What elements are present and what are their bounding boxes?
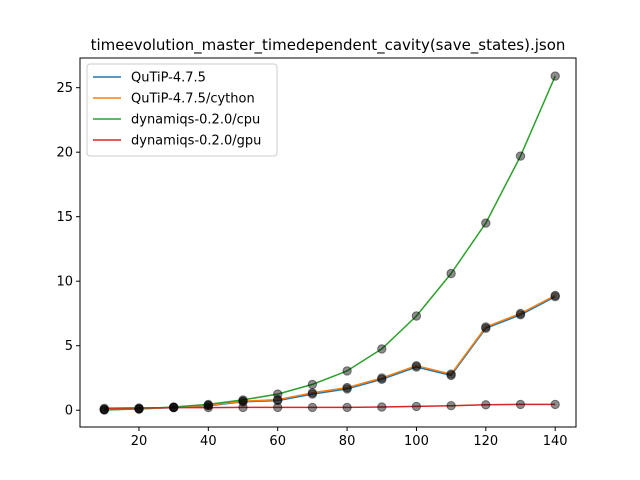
data-point-1-3 (203, 400, 214, 410)
legend: QuTiP-4.7.5 QuTiP-4.7.5/cython dynamiqs-0.… (86, 63, 278, 157)
data-point-2-3 (203, 399, 214, 410)
x-tick-label-4: 100 (404, 434, 429, 449)
data-point-2-1 (134, 404, 144, 414)
x-tick-label-6: 140 (543, 434, 568, 449)
data-point-1-12 (515, 308, 526, 319)
data-point-3-13 (550, 399, 560, 410)
legend-box (86, 63, 278, 157)
data-point-0-12 (515, 310, 526, 320)
data-point-0-1 (134, 404, 144, 414)
data-point-0-8 (377, 374, 387, 384)
data-point-1-0 (99, 404, 110, 415)
data-point-3-9 (411, 401, 422, 412)
data-point-1-5 (273, 394, 283, 405)
x-tick-label-3: 80 (339, 434, 356, 449)
axes: 20 40 60 80 100 120 140 0 5 10 15 20 25 (56, 57, 577, 449)
data-point-0-7 (342, 384, 352, 394)
data-point-2-8 (377, 344, 387, 354)
y-tick-label-3: 15 (56, 210, 73, 225)
data-point-2-2 (169, 402, 179, 412)
data-point-1-9 (411, 361, 422, 371)
x-tick-label-1: 40 (200, 434, 217, 449)
data-point-3-6 (307, 402, 318, 413)
y-tick-label-0: 0 (65, 404, 73, 419)
data-point-3-11 (481, 400, 491, 410)
data-point-1-6 (307, 388, 318, 398)
data-point-2-0 (99, 405, 110, 415)
data-point-2-13 (550, 71, 560, 81)
data-point-2-5 (273, 389, 283, 399)
plot-area (99, 71, 560, 415)
data-point-3-5 (273, 402, 283, 413)
y-tick-label-5: 25 (56, 81, 73, 96)
data-point-3-8 (377, 402, 387, 412)
data-point-2-11 (481, 218, 491, 228)
legend-label-0: QuTiP-4.7.5 (131, 71, 206, 86)
data-point-1-7 (342, 382, 352, 393)
data-point-3-0 (99, 403, 110, 413)
legend-label-2: dynamiqs-0.2.0/cpu (131, 113, 260, 128)
data-point-1-8 (377, 373, 387, 383)
data-point-2-4 (238, 395, 248, 405)
data-point-1-2 (169, 402, 179, 413)
legend-label-3: dynamiqs-0.2.0/gpu (131, 134, 261, 149)
data-point-0-9 (411, 362, 422, 372)
data-point-3-12 (515, 399, 526, 410)
data-point-3-2 (169, 402, 179, 413)
data-point-1-4 (238, 396, 248, 406)
data-point-2-10 (446, 268, 456, 279)
data-point-3-7 (342, 402, 352, 413)
data-point-0-10 (446, 370, 456, 381)
legend-label-1: QuTiP-4.7.5/cython (131, 92, 255, 107)
data-point-1-10 (446, 369, 456, 379)
data-point-2-6 (307, 379, 318, 390)
data-point-0-5 (273, 395, 283, 406)
data-point-0-2 (169, 402, 179, 413)
axes-frame (79, 57, 577, 428)
data-point-1-1 (134, 404, 144, 414)
data-point-3-10 (446, 401, 456, 411)
y-tick-label-1: 5 (65, 339, 73, 354)
data-point-0-3 (203, 401, 214, 411)
data-point-3-4 (238, 402, 248, 413)
series-line-2 (104, 75, 556, 411)
y-tick-label-2: 10 (56, 275, 73, 290)
data-point-2-12 (515, 151, 526, 161)
x-tick-label-2: 60 (269, 434, 286, 449)
chart-title: timeevolution_master_timedependent_cavit… (91, 36, 566, 55)
x-tick-label-5: 120 (473, 434, 498, 449)
data-point-0-0 (99, 404, 110, 415)
y-tick-label-4: 20 (56, 146, 73, 161)
data-point-0-11 (481, 323, 491, 333)
data-point-3-3 (203, 402, 214, 413)
x-tick-label-0: 20 (131, 434, 148, 449)
data-point-1-11 (481, 322, 491, 332)
data-point-2-7 (342, 366, 352, 376)
data-point-0-6 (307, 389, 318, 399)
data-point-0-4 (238, 397, 248, 407)
data-point-1-13 (550, 290, 560, 301)
series-line-3 (104, 403, 556, 410)
data-point-3-1 (134, 403, 144, 413)
data-point-0-13 (550, 292, 560, 302)
data-point-2-9 (411, 311, 422, 321)
